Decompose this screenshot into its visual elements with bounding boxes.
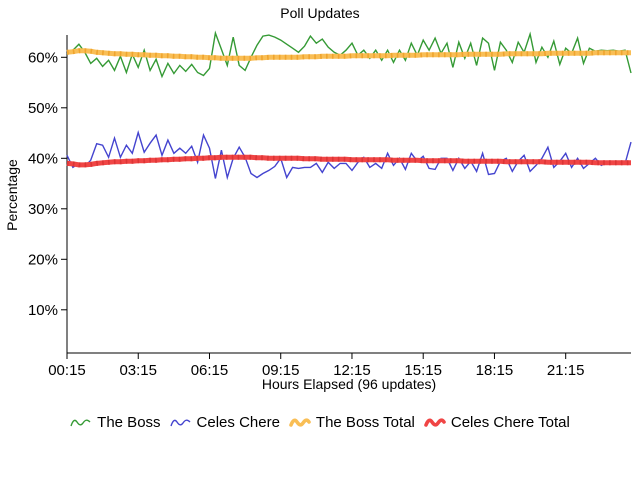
legend-item-celes-chere-total: Celes Chere Total	[424, 414, 570, 431]
x-tick-label: 18:15	[476, 362, 514, 379]
chart-title: Poll Updates	[280, 5, 360, 21]
legend-item-the-boss-total: The Boss Total	[289, 414, 415, 431]
legend-label-the-boss-total: The Boss Total	[315, 414, 415, 431]
x-tick-label: 21:15	[547, 362, 585, 379]
x-tick-label: 00:15	[48, 362, 86, 379]
y-tick-label: 20%	[28, 251, 58, 268]
legend: The Boss Celes Chere The Boss Total Cele…	[0, 414, 640, 431]
y-tick-label: 10%	[28, 302, 58, 319]
y-tick-label: 30%	[28, 201, 58, 218]
x-tick-label: 09:15	[262, 362, 300, 379]
legend-item-the-boss: The Boss	[70, 414, 161, 431]
the-boss-total-line-icon	[289, 417, 311, 427]
y-tick-label: 50%	[28, 100, 58, 117]
legend-label-celes-chere: Celes Chere	[196, 414, 280, 431]
y-tick-label: 60%	[28, 49, 58, 66]
x-tick-label: 06:15	[191, 362, 229, 379]
series-line-celes-chere	[66, 130, 632, 181]
x-tick-label: 15:15	[404, 362, 442, 379]
legend-label-celes-chere-total: Celes Chere Total	[450, 414, 570, 431]
y-tick-label: 40%	[28, 150, 58, 167]
legend-label-the-boss: The Boss	[97, 414, 161, 431]
series-line-celes-chere-total	[66, 154, 631, 168]
series-line-the-boss	[66, 30, 632, 79]
celes-chere-total-line-icon	[424, 417, 446, 427]
x-axis-label: Hours Elapsed (96 updates)	[261, 376, 437, 392]
x-tick-label: 03:15	[119, 362, 157, 379]
the-boss-line-icon	[70, 419, 91, 426]
series-line-the-boss-total	[66, 48, 631, 61]
legend-item-celes-chere: Celes Chere	[169, 414, 280, 431]
celes-chere-line-icon	[169, 419, 191, 426]
x-tick-label: 12:15	[333, 362, 371, 379]
